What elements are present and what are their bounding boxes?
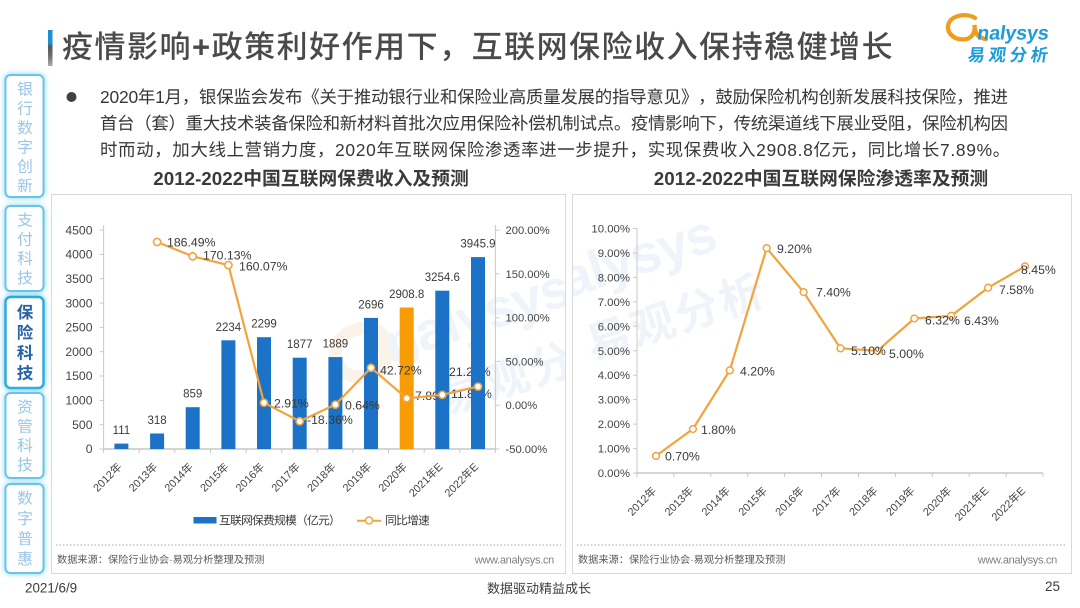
svg-text:3500: 3500 bbox=[65, 272, 92, 286]
svg-text:1889: 1889 bbox=[323, 339, 349, 351]
svg-text:3254.6: 3254.6 bbox=[425, 272, 460, 284]
svg-text:2020: 2020 bbox=[100, 87, 138, 107]
svg-text:160.07%: 160.07% bbox=[239, 260, 288, 274]
svg-text:6.43%: 6.43% bbox=[964, 314, 999, 328]
svg-text:42.72%: 42.72% bbox=[380, 364, 422, 378]
svg-text:8.45%: 8.45% bbox=[1021, 263, 1056, 277]
svg-text:3.00%: 3.00% bbox=[598, 395, 630, 407]
svg-text:5.10%: 5.10% bbox=[851, 344, 886, 358]
svg-text:nalysys: nalysys bbox=[976, 23, 1050, 45]
svg-text:1: 1 bbox=[155, 87, 165, 107]
svg-text:-50.00%: -50.00% bbox=[506, 444, 548, 456]
svg-text:2012-2022: 2012-2022 bbox=[153, 168, 243, 189]
svg-text:7.58%: 7.58% bbox=[999, 283, 1034, 297]
svg-text:0.64%: 0.64% bbox=[345, 399, 380, 413]
svg-text:+: + bbox=[192, 30, 210, 65]
svg-text:0.70%: 0.70% bbox=[665, 450, 700, 464]
svg-text:2.00%: 2.00% bbox=[598, 419, 630, 431]
svg-text:6.00%: 6.00% bbox=[598, 321, 630, 333]
svg-text:2020: 2020 bbox=[335, 140, 376, 160]
svg-text:111: 111 bbox=[113, 425, 130, 437]
svg-text:www.analysys.cn: www.analysys.cn bbox=[474, 555, 554, 567]
svg-text:8.00%: 8.00% bbox=[598, 272, 630, 284]
svg-text:7.89%: 7.89% bbox=[940, 140, 992, 160]
svg-text:3945.9: 3945.9 bbox=[460, 239, 495, 251]
svg-text:2012-2022: 2012-2022 bbox=[654, 168, 744, 189]
svg-text:2000: 2000 bbox=[65, 345, 92, 359]
svg-text:9.20%: 9.20% bbox=[777, 242, 812, 256]
svg-text:1.00%: 1.00% bbox=[598, 444, 630, 456]
svg-text:150.00%: 150.00% bbox=[506, 269, 550, 281]
svg-text:1877: 1877 bbox=[287, 339, 313, 351]
svg-text:100.00%: 100.00% bbox=[506, 313, 550, 325]
svg-text:6.32%: 6.32% bbox=[925, 314, 960, 328]
svg-text:186.49%: 186.49% bbox=[167, 236, 216, 250]
svg-text:2299: 2299 bbox=[251, 319, 277, 331]
svg-text:5.00%: 5.00% bbox=[889, 347, 924, 361]
svg-text:500: 500 bbox=[72, 418, 93, 432]
svg-text:1000: 1000 bbox=[65, 394, 92, 408]
svg-text:2.91%: 2.91% bbox=[274, 397, 309, 411]
svg-text:0.00%: 0.00% bbox=[506, 400, 538, 412]
svg-text:2234: 2234 bbox=[216, 322, 242, 334]
svg-text:2021/6/9: 2021/6/9 bbox=[25, 581, 77, 596]
svg-text:2696: 2696 bbox=[358, 299, 384, 311]
svg-text:4.00%: 4.00% bbox=[598, 370, 630, 382]
svg-text:5.00%: 5.00% bbox=[598, 346, 630, 358]
svg-text:170.13%: 170.13% bbox=[203, 249, 252, 263]
svg-text:1500: 1500 bbox=[65, 369, 92, 383]
svg-text:2500: 2500 bbox=[65, 321, 92, 335]
svg-text:0.00%: 0.00% bbox=[598, 468, 630, 480]
svg-text:www.analysys.cn: www.analysys.cn bbox=[977, 555, 1057, 567]
svg-text:·: · bbox=[169, 555, 172, 566]
svg-text:7.00%: 7.00% bbox=[598, 297, 630, 309]
svg-text:4000: 4000 bbox=[65, 248, 92, 262]
svg-text:3000: 3000 bbox=[65, 296, 92, 310]
svg-text:25: 25 bbox=[1045, 579, 1060, 594]
svg-text:7.40%: 7.40% bbox=[816, 286, 851, 300]
svg-text:·: · bbox=[690, 555, 693, 566]
svg-text:0: 0 bbox=[86, 442, 93, 456]
svg-text:1.80%: 1.80% bbox=[701, 423, 736, 437]
svg-text:10.00%: 10.00% bbox=[591, 224, 630, 236]
svg-text:9.00%: 9.00% bbox=[598, 248, 630, 260]
svg-text:4.20%: 4.20% bbox=[740, 365, 775, 379]
svg-text:2908.8: 2908.8 bbox=[389, 289, 424, 301]
svg-text:859: 859 bbox=[183, 389, 202, 401]
svg-text:4500: 4500 bbox=[65, 223, 92, 237]
svg-text:2908.8: 2908.8 bbox=[756, 140, 813, 160]
svg-text:50.00%: 50.00% bbox=[506, 356, 544, 368]
svg-text:-18.36%: -18.36% bbox=[307, 413, 353, 427]
svg-text:200.00%: 200.00% bbox=[506, 225, 550, 237]
svg-text:318: 318 bbox=[148, 415, 167, 427]
